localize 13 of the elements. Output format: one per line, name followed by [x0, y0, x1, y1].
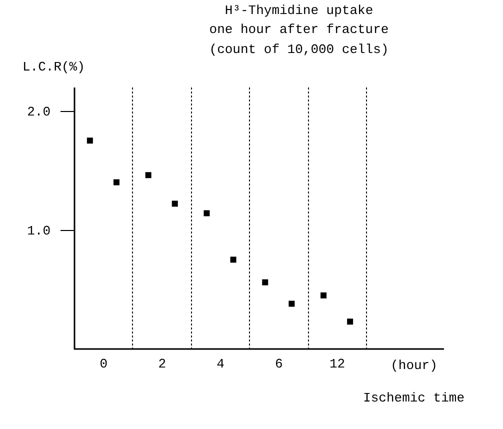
- chart-title: H³-Thymidine uptake: [224, 3, 374, 18]
- x-tick-label: 6: [274, 356, 283, 372]
- x-tick-label: 12: [329, 356, 346, 372]
- x-tick-label: 4: [216, 356, 225, 372]
- x-tick-label: 2: [158, 356, 166, 372]
- chart-subtitle: one hour after fracture: [209, 22, 389, 37]
- y-tick-label: 1.0: [27, 223, 50, 238]
- x-axis-title: Ischemic time: [363, 390, 464, 406]
- x-tick-label: 0: [100, 356, 108, 372]
- y-tick-label: 2.0: [27, 104, 50, 120]
- text: (hour): [390, 358, 438, 373]
- text: (count of 10,000 cells): [209, 42, 389, 57]
- y-axis-title: L.C.R(%): [22, 60, 85, 74]
